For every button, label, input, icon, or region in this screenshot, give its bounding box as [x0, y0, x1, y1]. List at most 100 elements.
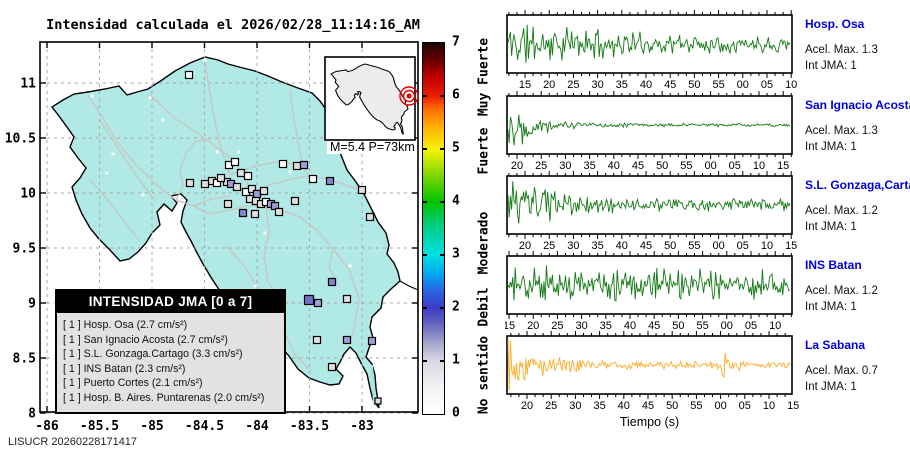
- waveform-trace: [507, 24, 791, 63]
- wave-x-tick-label: 50: [666, 400, 678, 412]
- panama-border-line: [371, 364, 375, 406]
- station-marker: [365, 212, 375, 222]
- wave-x-tick-label: 05: [737, 240, 749, 252]
- town-dot: [203, 58, 207, 62]
- map-y-tick-label: 9.5: [13, 242, 36, 257]
- colorbar-number: 6: [452, 87, 460, 103]
- wave-x-tick-label: 45: [632, 160, 644, 172]
- station-markers: [184, 70, 382, 405]
- town-dot: [161, 118, 165, 122]
- town-dot: [215, 150, 219, 154]
- station-marker: [247, 184, 257, 194]
- wave-x-tick-label: 50: [688, 79, 700, 91]
- station-marker: [312, 335, 322, 345]
- station-marker: [278, 159, 288, 169]
- station-name: La Sabana: [805, 338, 865, 352]
- wave-x-tick-label: 30: [591, 79, 603, 91]
- wave-x-tick-label: 20: [527, 320, 539, 332]
- wave-x-tick-label: 40: [618, 400, 630, 412]
- wave-x-tick-label: 40: [640, 79, 652, 91]
- wave-x-tick-label: 05: [761, 79, 773, 91]
- station-marker: [230, 157, 240, 167]
- station-acel-max: Acel. Max. 0.7: [805, 365, 878, 377]
- map-y-tick-label: 10.5: [5, 132, 36, 147]
- wave-x-tick-label: 50: [656, 160, 668, 172]
- station-acel-max: Acel. Max. 1.3: [805, 44, 878, 56]
- waveform-trace: [507, 265, 791, 302]
- map-x-tick-label: -83: [350, 419, 373, 434]
- town-dot: [105, 171, 109, 175]
- wave-x-tick-label: 35: [583, 160, 595, 172]
- wave-x-tick-label: 05: [729, 160, 741, 172]
- station-name: San Ignacio Acosta: [805, 98, 910, 112]
- colorbar-tick: [440, 95, 444, 97]
- wave-x-tick-label: 15: [505, 320, 515, 332]
- station-acel-max: Acel. Max. 1.3: [805, 125, 878, 137]
- station-name: Hosp. Osa: [805, 17, 865, 31]
- station-marker: [367, 336, 377, 346]
- wave-x-tick-label: 40: [624, 320, 636, 332]
- wave-x-tick-label: 15: [787, 400, 799, 412]
- wave-x-tick-label: 35: [591, 240, 603, 252]
- station-int-jma: Int JMA: 1: [805, 221, 857, 233]
- road-line: [87, 94, 231, 207]
- wave-x-tick-label: 15: [785, 240, 797, 252]
- map-x-tick-label: -84: [245, 419, 269, 434]
- wave-x-tick-label: 00: [714, 400, 726, 412]
- colorbar-category-label: Muy Fuerte: [476, 37, 492, 117]
- map-x-tick-label: -83.5: [290, 419, 329, 434]
- town-dot: [237, 150, 241, 154]
- colorbar-number: 7: [452, 34, 460, 50]
- colorbar-category-label: Debil: [476, 287, 492, 327]
- legend-entry: [ 1 ] S.L. Gonzaga.Cartago (3.3 cm/s²): [63, 348, 243, 361]
- station-marker: [290, 196, 300, 206]
- wave-x-tick-label: 55: [688, 240, 700, 252]
- wave-x-tick-label: 10: [769, 320, 781, 332]
- wave-x-tick-label: 10: [753, 160, 765, 172]
- colorbar-tick: [423, 201, 427, 203]
- jma-legend: INTENSIDAD JMA [0 a 7] [ 1 ] Hosp. Osa (…: [55, 289, 286, 414]
- magnitude-label: M=5.4 P=73km: [330, 140, 415, 154]
- road-line: [89, 179, 140, 241]
- town-dot: [198, 266, 202, 270]
- station-marker: [223, 199, 233, 209]
- epicenter-icon: [399, 86, 419, 106]
- wave-x-tick-label: 00: [721, 320, 733, 332]
- road-line: [263, 205, 280, 301]
- wave-x-tick-label: 50: [664, 240, 676, 252]
- wave-x-tick-label: 30: [569, 400, 581, 412]
- map-y-tick-label: 8: [28, 407, 36, 422]
- station-acel-max: Acel. Max. 1.2: [805, 205, 878, 217]
- colorbar-tick: [440, 201, 444, 203]
- station-marker: [292, 161, 302, 171]
- legend-entry: [ 1 ] Hosp. Osa (2.7 cm/s²): [63, 319, 188, 331]
- town-dot: [348, 264, 352, 268]
- town-dot: [253, 284, 257, 288]
- wave-x-tick-label: 50: [672, 320, 684, 332]
- town-dot: [90, 94, 94, 98]
- station-acel-max: Acel. Max. 1.2: [805, 285, 878, 297]
- legend-title: INTENSIDAD JMA [0 a 7]: [57, 291, 284, 313]
- station-int-jma: Int JMA: 1: [805, 301, 857, 313]
- station-marker: [238, 208, 248, 218]
- legend-entry: [ 1 ] San Ignacio Acosta (2.7 cm/s²): [63, 333, 228, 346]
- wave-x-tick-label: 40: [616, 240, 628, 252]
- colorbar-labels: 0 1 2 3 4 5 6 7 No sentido Debil Moderado Fuerte Muy…: [446, 35, 510, 421]
- colorbar-number: 2: [452, 299, 460, 315]
- station-marker: [274, 207, 284, 217]
- wave-x-tick-label: 45: [642, 400, 654, 412]
- wave-x-tick-label: 20: [521, 400, 533, 412]
- colorbar-tick: [440, 254, 444, 256]
- seismogram-panel: 20 25 30 35 40 45 50 55 00 05 10 15 San Ignacio Acos…: [506, 91, 910, 172]
- wave-x-tick-label: 20: [543, 79, 555, 91]
- road-line: [289, 89, 311, 178]
- wave-x-tick-label: 15: [519, 79, 531, 91]
- waveform-trace: [507, 114, 791, 146]
- colorbar-tick: [423, 307, 427, 309]
- wave-x-tick-label: 15: [777, 160, 789, 172]
- wave-x-tick-label: 40: [608, 160, 620, 172]
- station-int-jma: Int JMA: 1: [805, 141, 857, 153]
- wave-x-tick-label: 05: [745, 320, 757, 332]
- station-marker: [200, 179, 210, 189]
